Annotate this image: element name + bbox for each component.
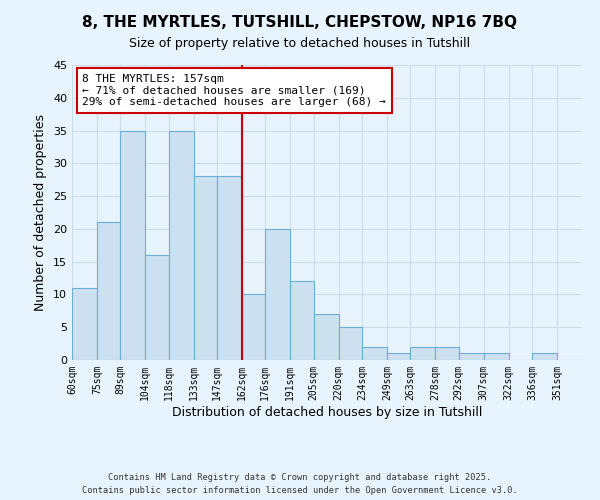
Bar [265,229,290,360]
Bar [169,130,194,360]
Bar [436,347,458,360]
Bar [72,288,97,360]
Text: 8, THE MYRTLES, TUTSHILL, CHEPSTOW, NP16 7BQ: 8, THE MYRTLES, TUTSHILL, CHEPSTOW, NP16… [83,15,517,30]
Bar [458,354,484,360]
Bar [362,347,387,360]
Bar [194,176,217,360]
Bar [338,327,362,360]
Y-axis label: Number of detached properties: Number of detached properties [34,114,47,311]
Bar [484,354,509,360]
X-axis label: Distribution of detached houses by size in Tutshill: Distribution of detached houses by size … [172,406,482,418]
Bar [97,222,121,360]
Bar [410,347,436,360]
Text: Contains HM Land Registry data © Crown copyright and database right 2025.
Contai: Contains HM Land Registry data © Crown c… [82,474,518,495]
Bar [387,354,410,360]
Text: Size of property relative to detached houses in Tutshill: Size of property relative to detached ho… [130,38,470,51]
Bar [145,255,169,360]
Text: 8 THE MYRTLES: 157sqm
← 71% of detached houses are smaller (169)
29% of semi-det: 8 THE MYRTLES: 157sqm ← 71% of detached … [82,74,386,107]
Bar [314,314,338,360]
Bar [532,354,557,360]
Bar [290,282,314,360]
Bar [217,176,242,360]
Bar [242,294,265,360]
Bar [121,130,145,360]
